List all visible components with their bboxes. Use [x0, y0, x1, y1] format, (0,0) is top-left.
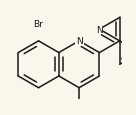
Text: N: N: [76, 37, 83, 46]
Text: N: N: [96, 25, 103, 34]
Text: Br: Br: [34, 20, 44, 29]
